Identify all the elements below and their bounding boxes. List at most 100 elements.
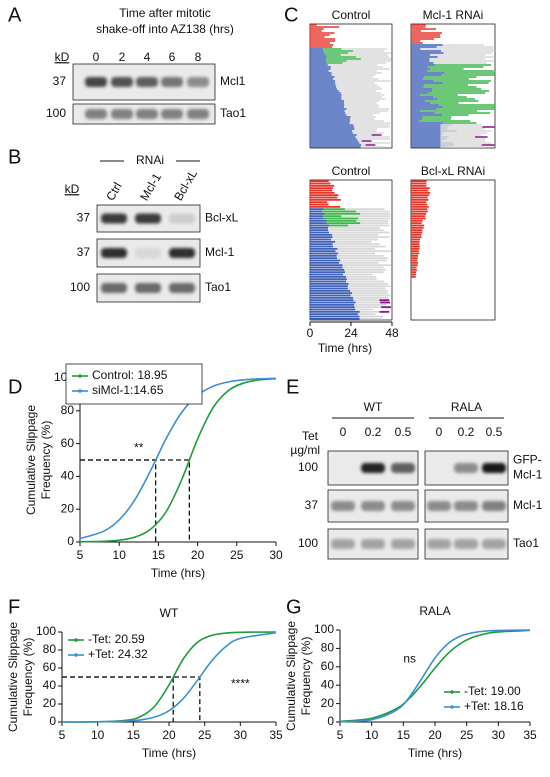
raster-bar	[354, 303, 387, 306]
y-tick-label: 60	[61, 436, 75, 450]
raster-bar	[411, 217, 426, 220]
raster-bar	[356, 219, 389, 222]
raster-bar	[354, 126, 391, 128]
raster-bar	[411, 191, 431, 194]
axis-label: Cumulative Slippage	[6, 622, 20, 732]
raster-bar	[310, 68, 331, 70]
raster-bar	[380, 301, 391, 304]
fit-line	[79, 377, 277, 543]
raster-bar	[340, 92, 381, 94]
mw-label: 37	[53, 74, 67, 88]
raster-bar	[411, 238, 421, 241]
raster-bar	[365, 144, 376, 146]
raster-bar	[411, 146, 448, 148]
raster-bar	[310, 189, 333, 192]
raster-bar	[310, 92, 341, 94]
band	[391, 501, 415, 511]
band	[85, 109, 107, 119]
raster-bar	[310, 72, 332, 74]
fit-line	[61, 631, 277, 723]
raster-bar	[310, 275, 347, 278]
raster-bar	[425, 100, 479, 102]
raster-bar	[344, 104, 379, 106]
raster-bar	[411, 196, 428, 199]
x-tick-label: 35	[269, 728, 283, 742]
raster-bar	[437, 56, 494, 58]
mw-label: 37	[305, 498, 319, 512]
raster-bar	[440, 126, 495, 128]
raster-bar	[310, 296, 354, 299]
raster-bar	[330, 238, 378, 241]
band	[331, 539, 355, 549]
raster-bar	[411, 98, 438, 100]
raster-bar	[411, 32, 443, 34]
x-tick-label: 5	[337, 728, 344, 742]
raster-bar	[344, 208, 385, 211]
raster-bar	[428, 92, 486, 94]
raster-bar	[310, 94, 342, 96]
raster-bar	[422, 118, 451, 120]
raster-bar	[341, 98, 386, 100]
x-tick-label: 10	[113, 548, 127, 562]
raster-bar	[310, 313, 358, 316]
raster-bar	[355, 301, 391, 304]
x-tick-label: 30	[269, 548, 283, 562]
raster-bar	[341, 215, 391, 218]
x-tick-label: 30	[234, 728, 248, 742]
raster-bar	[310, 70, 329, 72]
raster-bar	[310, 36, 325, 38]
raster-bar	[411, 250, 419, 253]
raster-bar	[379, 299, 390, 302]
raster-bar	[411, 30, 421, 32]
x-tick-label: 25	[460, 728, 474, 742]
raster-bar	[310, 84, 336, 86]
legend-label: siMcl-1:14.65	[92, 383, 164, 397]
raster-bar	[338, 252, 376, 255]
raster-bar	[310, 187, 333, 190]
raster-bar	[342, 62, 387, 64]
raster-bar	[310, 32, 335, 34]
x-tick-label: 48	[385, 326, 399, 340]
mw-label: 37	[77, 211, 91, 225]
raster-bar	[310, 268, 345, 271]
raster-bar	[371, 134, 382, 136]
legend-label: -Tet: 20.59	[88, 632, 145, 646]
raster-bar	[336, 88, 383, 90]
raster-bar	[358, 217, 391, 220]
raster-bar	[310, 222, 327, 225]
raster-bar	[310, 308, 356, 311]
raster-bar	[310, 130, 353, 132]
raster-bar	[326, 60, 347, 62]
raster-bar	[411, 128, 448, 130]
band	[101, 248, 127, 258]
raster-bar	[328, 70, 378, 72]
raster-bar	[310, 224, 330, 227]
y-tick-label: 100	[36, 624, 56, 638]
raster-bar	[310, 50, 324, 52]
raster-bar	[411, 34, 441, 36]
panel-letter: E	[286, 376, 299, 398]
raster-bar	[411, 76, 425, 78]
raster-bar	[310, 128, 355, 130]
raster-bar	[310, 102, 344, 104]
x-tick-label: 5	[77, 548, 84, 562]
y-tick-label: 80	[321, 641, 335, 655]
raster-bar	[323, 217, 359, 220]
lane-label: 6	[169, 50, 176, 64]
band	[135, 283, 161, 293]
raster-bar	[411, 203, 428, 206]
y-tick-label: 60	[43, 660, 57, 674]
raster-bar	[310, 58, 327, 60]
raster-bar	[310, 250, 336, 253]
band	[427, 539, 451, 549]
raster-bar	[474, 136, 488, 138]
x-tick-label: 25	[198, 728, 212, 742]
raster-bar	[310, 78, 334, 80]
kd-label: kD	[65, 182, 80, 196]
raster-bar	[411, 210, 428, 213]
raster-bar	[444, 72, 495, 74]
raster-bar	[310, 184, 335, 187]
raster-bar	[332, 243, 380, 246]
raster-bar	[411, 40, 421, 42]
lane-label: 0.5	[486, 425, 503, 439]
